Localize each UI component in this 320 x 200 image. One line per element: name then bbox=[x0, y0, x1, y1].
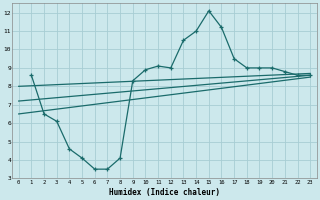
X-axis label: Humidex (Indice chaleur): Humidex (Indice chaleur) bbox=[109, 188, 220, 197]
